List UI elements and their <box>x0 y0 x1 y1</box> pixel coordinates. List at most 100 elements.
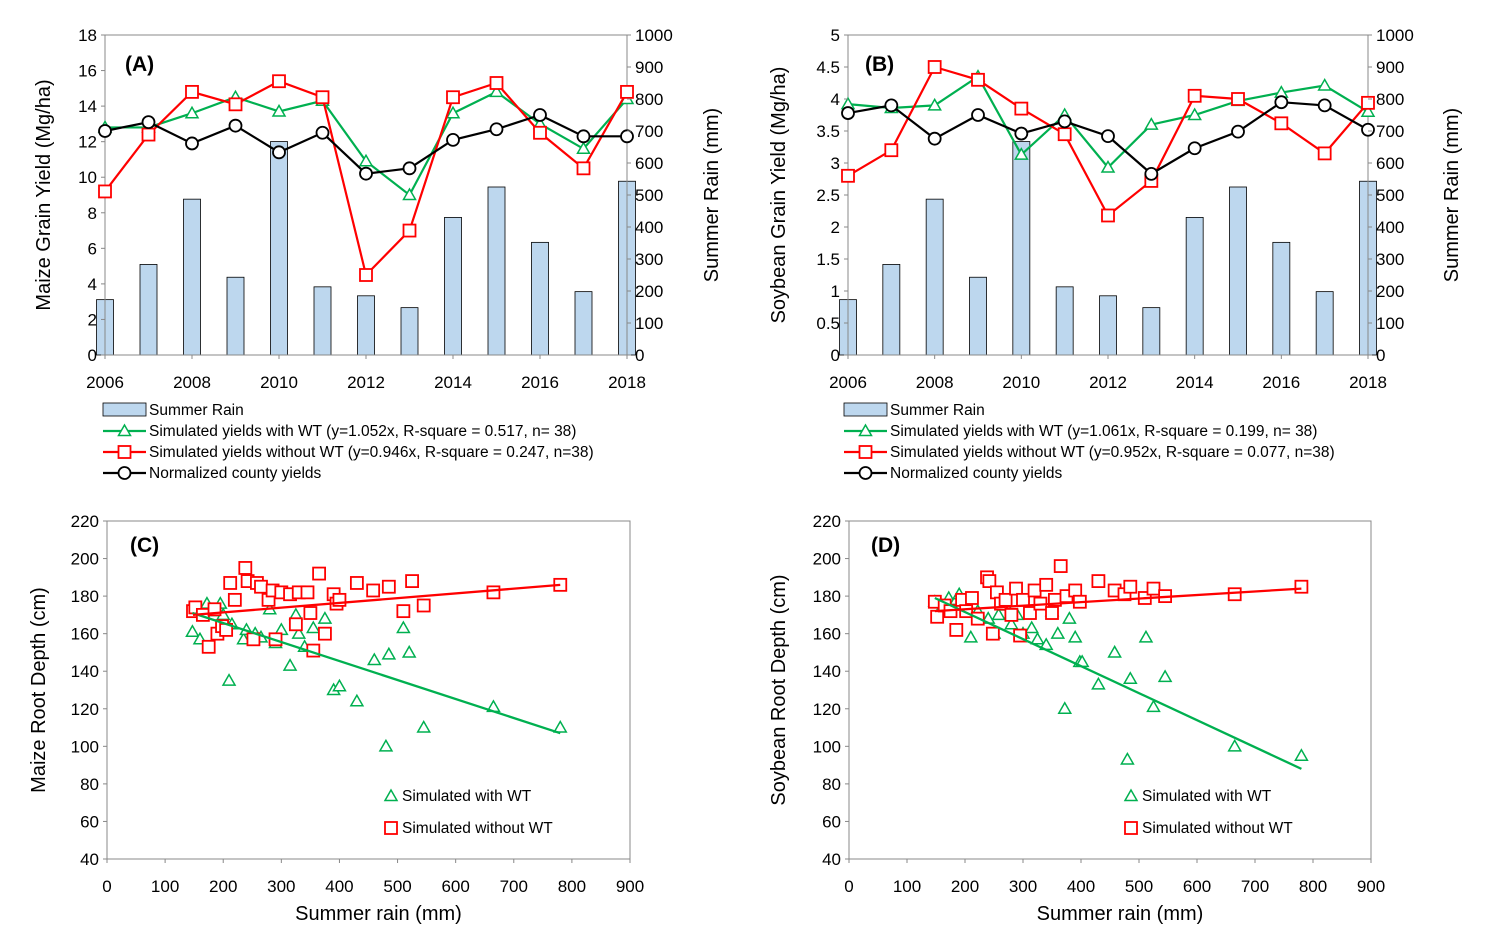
y2-tick-label: 900 <box>635 58 663 77</box>
y2-axis-title: Summer Rain (mm) <box>701 108 723 282</box>
x-tick-label: 900 <box>1357 877 1385 896</box>
x-tick-label: 2014 <box>434 373 472 392</box>
x-tick-label: 600 <box>1183 877 1211 896</box>
panel-b-chart: 0 0.5 1 1.5 2 2.5 3 3.5 4 4.5 5 0 100 200 300 400 500 600… <box>768 26 1463 482</box>
scatter-point <box>552 720 568 733</box>
legend-marker <box>117 423 132 437</box>
scatter-point <box>1027 583 1042 598</box>
legend-marker <box>383 788 399 802</box>
scatter-point <box>401 644 417 658</box>
y2-tick-label: 0 <box>1376 346 1385 365</box>
series-point <box>620 129 634 144</box>
series-point <box>841 168 855 183</box>
y2-tick-label: 500 <box>635 186 663 205</box>
scatter-point <box>1294 748 1309 761</box>
x-tick-label: 2014 <box>1176 373 1214 392</box>
y-tick-label: 200 <box>71 550 99 569</box>
series-point <box>184 105 200 119</box>
series-point <box>489 122 504 137</box>
x-tick-label: 2018 <box>608 373 646 392</box>
scatter-point <box>1123 579 1138 594</box>
series-point <box>927 60 942 74</box>
trend-line <box>192 583 561 617</box>
series-point <box>271 103 287 117</box>
series-point <box>1231 124 1245 139</box>
series-point <box>1014 126 1029 141</box>
y-axis-title: Soybean Root Depth (cm) <box>768 574 790 805</box>
x-tick-label: 2012 <box>1089 373 1127 392</box>
scatter-point <box>282 658 298 671</box>
summer-rain-bar <box>925 198 944 356</box>
panel-a-chart: 0 2 4 6 8 10 12 14 16 18 0 100 200 300 400 500 600 700 800… <box>33 26 723 482</box>
series-point <box>1144 117 1159 130</box>
legend-label: Simulated with WT <box>1142 788 1272 805</box>
x-tick-label: 2008 <box>916 373 954 392</box>
scatter-point <box>982 574 997 588</box>
series-point <box>1361 122 1375 137</box>
panel-d-chart: 40 60 80 100 120 140 160 180 200 220 0 100 200 300 400… <box>768 512 1385 925</box>
scatter-point <box>332 678 347 692</box>
y-tick-label: 140 <box>71 662 99 681</box>
y-tick-label: 80 <box>80 775 99 794</box>
scatter-point <box>985 626 1000 641</box>
series-point <box>576 161 591 176</box>
legend-marker <box>117 445 132 459</box>
scatter-point <box>318 626 332 641</box>
y-tick-label: 10 <box>78 168 97 187</box>
legend: Simulated with WT Simulated without WT <box>1123 788 1293 837</box>
legend-label: Normalized county yields <box>149 465 322 482</box>
x-tick-label: 400 <box>325 877 353 896</box>
x-tick-label: 2006 <box>86 373 124 392</box>
series-point <box>1317 78 1332 91</box>
y2-tick-label: 900 <box>1376 58 1404 77</box>
scatter-point <box>1068 583 1083 598</box>
y2-tick-label: 0 <box>635 346 644 365</box>
scatter-point <box>1067 629 1083 643</box>
series-point <box>359 166 373 181</box>
x-tick-label: 200 <box>951 877 979 896</box>
legend-label: Simulated yields without WT (y=0.946x, R… <box>149 444 594 461</box>
series-point <box>141 115 156 130</box>
scatter-point <box>1030 631 1045 645</box>
series-point <box>1101 129 1115 144</box>
y-tick-label: 220 <box>813 512 841 531</box>
summer-rain-bar <box>313 286 332 356</box>
scatter-point <box>349 576 364 590</box>
scatter-point <box>1004 616 1019 630</box>
series-point <box>446 90 460 105</box>
series-point <box>971 108 985 122</box>
x-tick-label: 0 <box>844 877 853 896</box>
y-tick-label: 2 <box>831 218 840 237</box>
scatter-point <box>378 738 394 752</box>
x-tick-label: 300 <box>267 877 295 896</box>
series-point <box>1361 95 1375 110</box>
summer-rain-bar <box>1315 291 1334 356</box>
legend-marker <box>858 423 873 437</box>
panel-label: (C) <box>130 534 159 557</box>
series-point <box>620 84 634 99</box>
y-tick-label: 5 <box>831 26 840 45</box>
x-tick-label: 2016 <box>1262 373 1300 392</box>
trend-line <box>934 596 1302 770</box>
scatter-point <box>965 591 979 605</box>
y-tick-label: 160 <box>813 625 841 644</box>
series-point <box>315 125 330 140</box>
y-tick-label: 14 <box>78 97 97 116</box>
series-point <box>1317 146 1332 161</box>
y2-tick-label: 400 <box>635 218 663 237</box>
panel-label: (B) <box>865 53 894 76</box>
series-point <box>141 127 156 142</box>
summer-rain-bar <box>1185 216 1204 356</box>
summer-rain-bar <box>183 198 201 356</box>
y-tick-label: 220 <box>71 512 99 531</box>
legend-label: Summer Rain <box>890 402 985 419</box>
series-point <box>927 131 942 146</box>
summer-rain-bar <box>1142 307 1161 356</box>
summer-rain-bar <box>882 264 901 356</box>
series-point <box>841 106 855 120</box>
series-point <box>402 187 417 201</box>
scatter-point <box>1227 738 1242 752</box>
scatter-point <box>416 720 431 733</box>
scatter-point <box>1057 701 1073 715</box>
